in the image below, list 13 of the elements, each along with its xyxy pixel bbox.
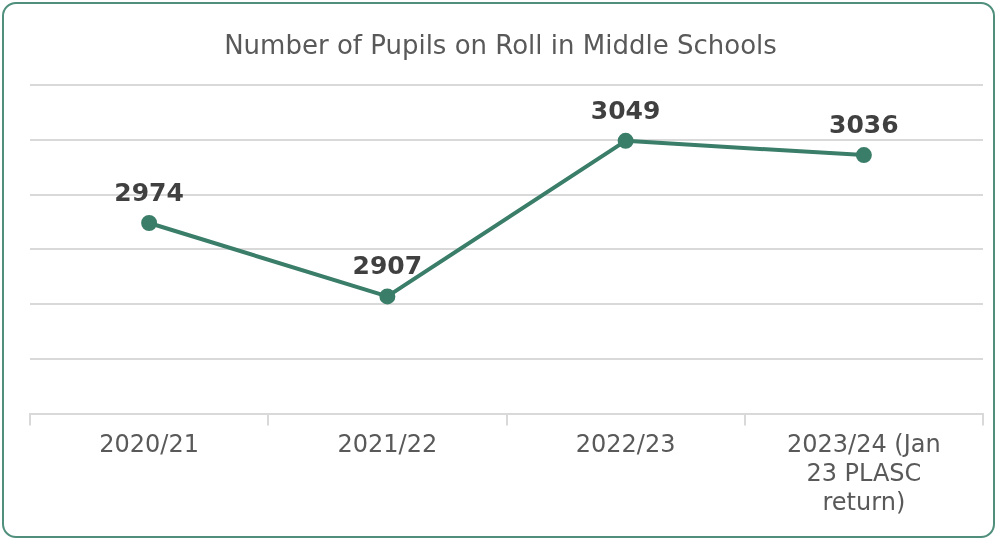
point (855, 147, 872, 164)
x-tick-label: 2020/21 (99, 430, 199, 459)
point (141, 215, 158, 232)
x-tick-label: 2023/24 (Jan 23 PLASC return) (787, 430, 941, 516)
data-label: 3036 (829, 110, 899, 140)
data-label: 3049 (590, 95, 661, 125)
data-label: 2974 (114, 178, 184, 208)
chart-title: Number of Pupils on Roll in Middle Schools (223, 30, 778, 60)
point (379, 288, 396, 305)
point (617, 132, 634, 149)
x-tick-label: 2021/22 (337, 430, 438, 459)
data-label: 2907 (352, 251, 423, 281)
x-tick-label: 2022/23 (575, 430, 676, 459)
